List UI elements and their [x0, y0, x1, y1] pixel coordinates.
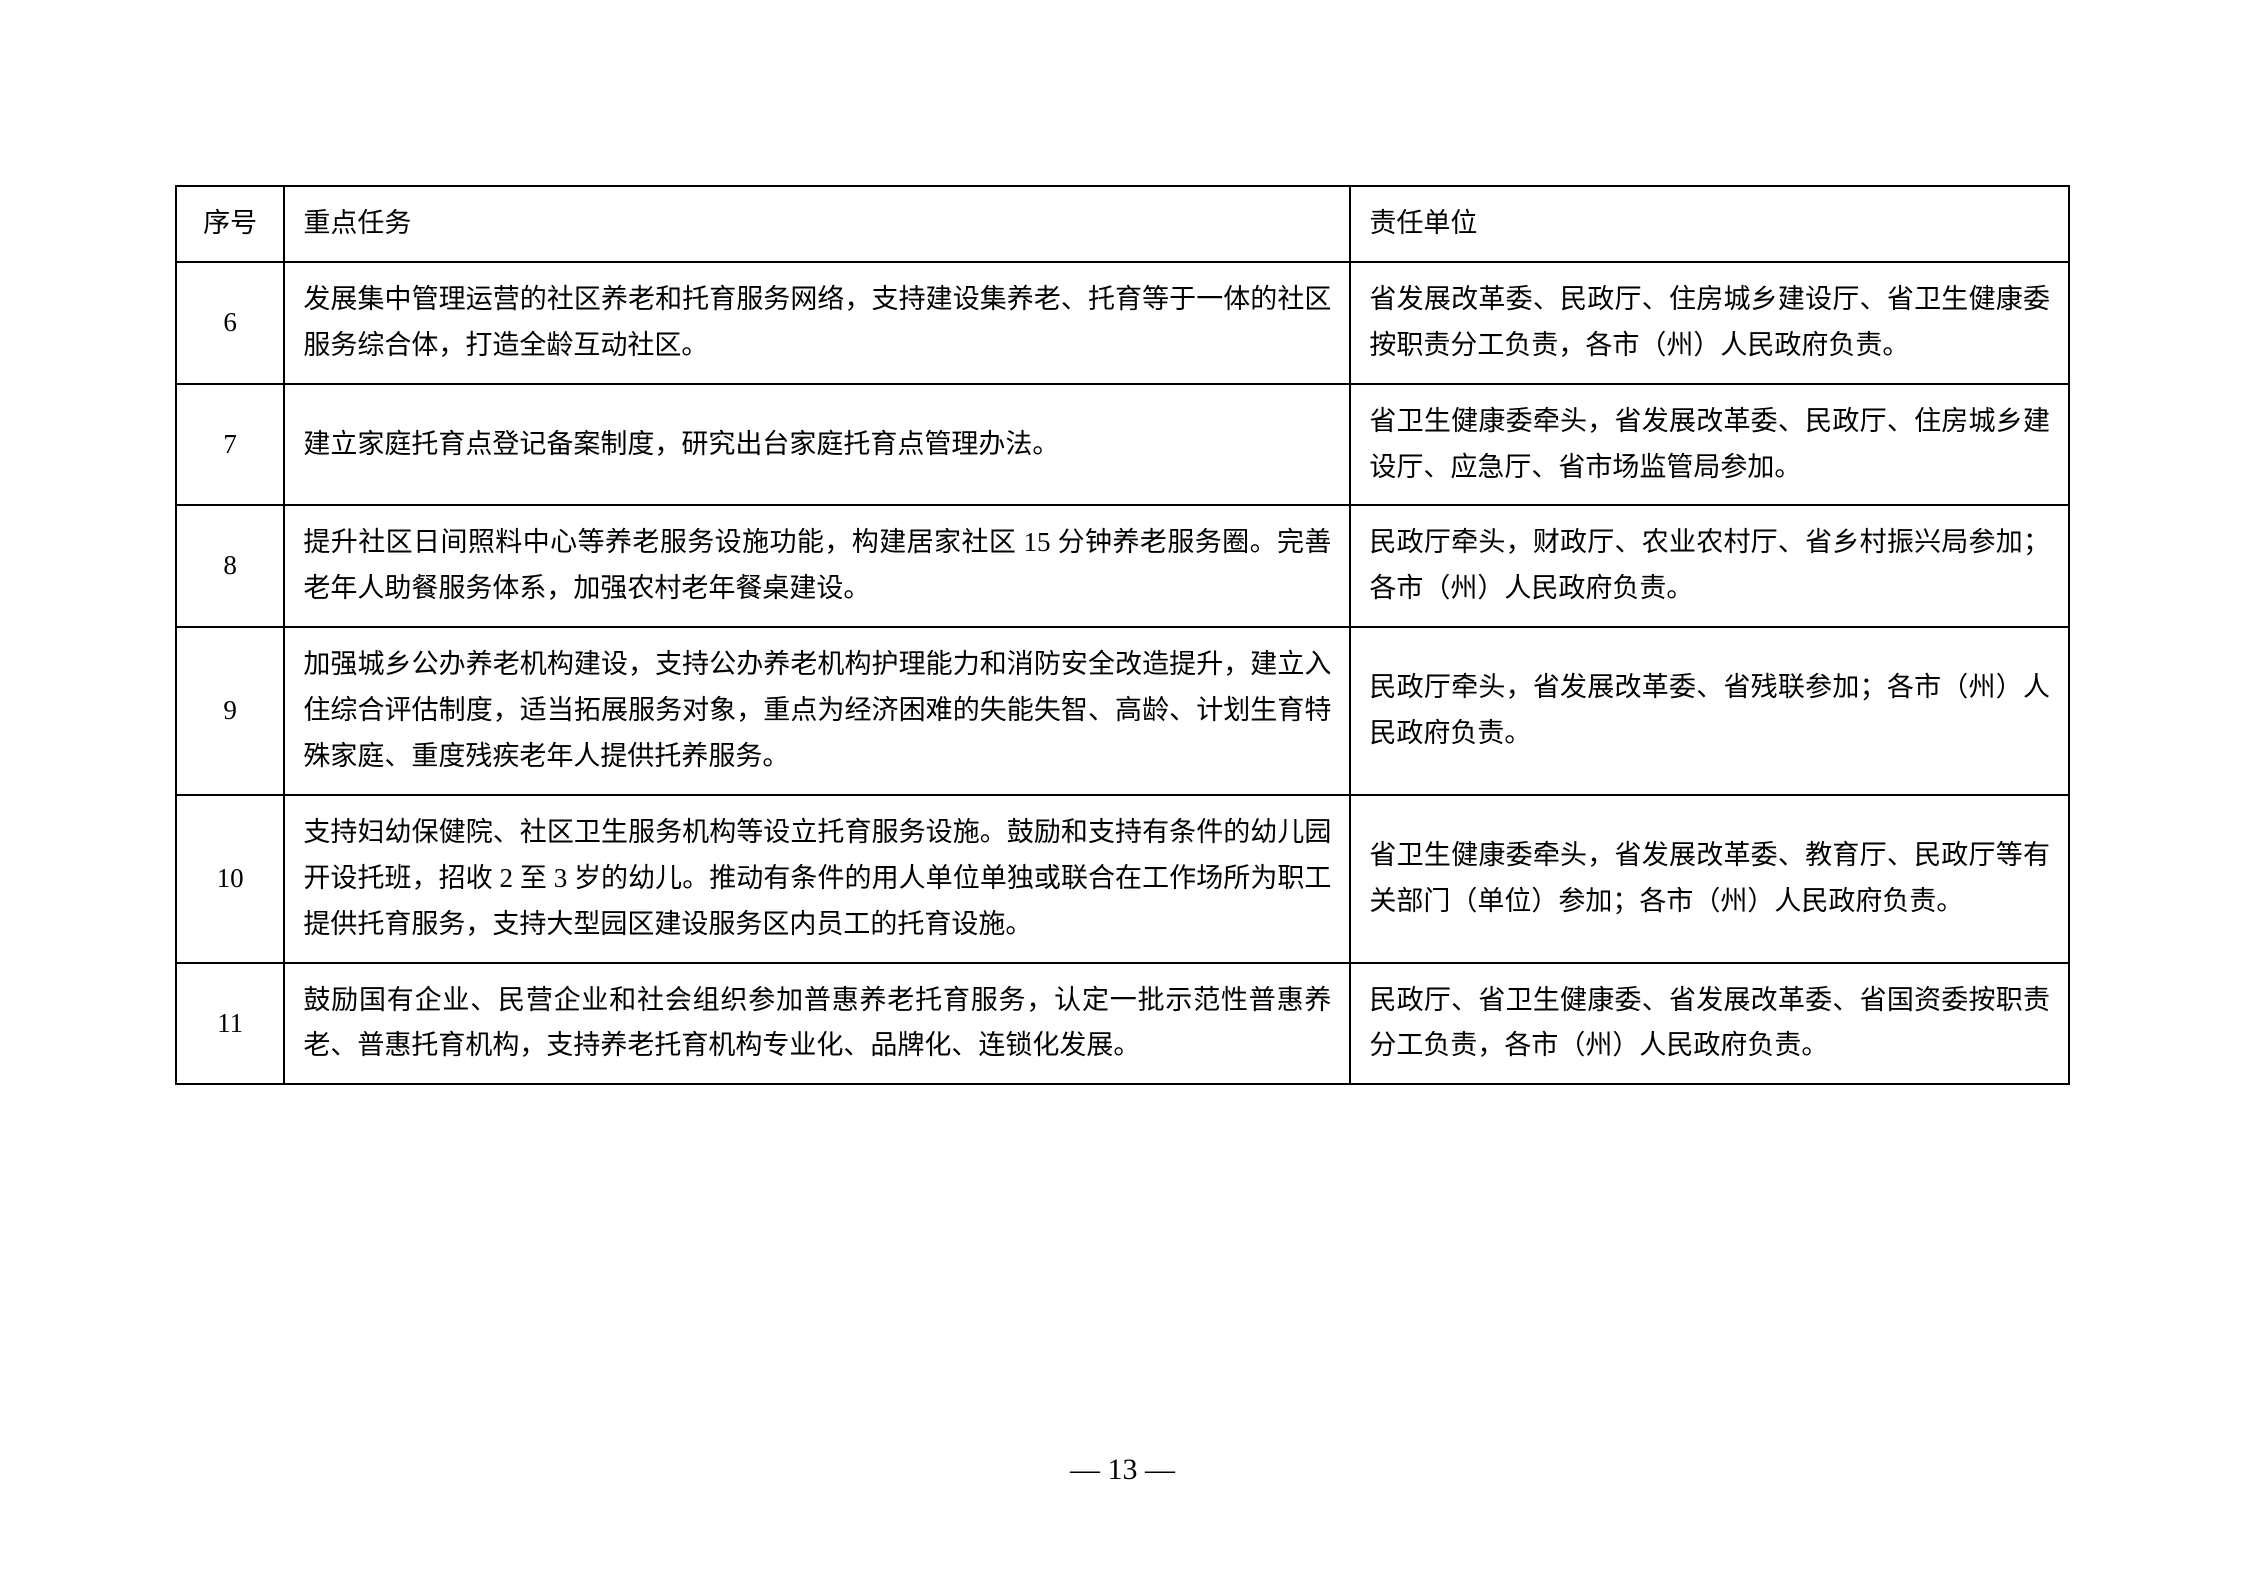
table-body: 6 发展集中管理运营的社区养老和托育服务网络，支持建设集养老、托育等于一体的社区…: [176, 262, 2069, 1084]
header-seq: 序号: [176, 186, 284, 262]
cell-task: 鼓励国有企业、民营企业和社会组织参加普惠养老托育服务，认定一批示范性普惠养老、普…: [284, 963, 1350, 1085]
header-task: 重点任务: [284, 186, 1350, 262]
cell-unit: 民政厅牵头，省发展改革委、省残联参加；各市（州）人民政府负责。: [1350, 627, 2069, 795]
cell-unit: 省发展改革委、民政厅、住房城乡建设厅、省卫生健康委按职责分工负责，各市（州）人民…: [1350, 262, 2069, 384]
cell-seq: 11: [176, 963, 284, 1085]
cell-task: 发展集中管理运营的社区养老和托育服务网络，支持建设集养老、托育等于一体的社区服务…: [284, 262, 1350, 384]
cell-seq: 10: [176, 795, 284, 963]
cell-unit: 省卫生健康委牵头，省发展改革委、民政厅、住房城乡建设厅、应急厅、省市场监管局参加…: [1350, 384, 2069, 506]
header-unit: 责任单位: [1350, 186, 2069, 262]
cell-task: 提升社区日间照料中心等养老服务设施功能，构建居家社区 15 分钟养老服务圈。完善…: [284, 505, 1350, 627]
cell-seq: 9: [176, 627, 284, 795]
table-row: 8 提升社区日间照料中心等养老服务设施功能，构建居家社区 15 分钟养老服务圈。…: [176, 505, 2069, 627]
table-row: 9 加强城乡公办养老机构建设，支持公办养老机构护理能力和消防安全改造提升，建立入…: [176, 627, 2069, 795]
cell-seq: 6: [176, 262, 284, 384]
tasks-table: 序号 重点任务 责任单位 6 发展集中管理运营的社区养老和托育服务网络，支持建设…: [175, 185, 2070, 1085]
cell-task: 支持妇幼保健院、社区卫生服务机构等设立托育服务设施。鼓励和支持有条件的幼儿园开设…: [284, 795, 1350, 963]
table-row: 6 发展集中管理运营的社区养老和托育服务网络，支持建设集养老、托育等于一体的社区…: [176, 262, 2069, 384]
cell-seq: 7: [176, 384, 284, 506]
table-header-row: 序号 重点任务 责任单位: [176, 186, 2069, 262]
cell-unit: 民政厅、省卫生健康委、省发展改革委、省国资委按职责分工负责，各市（州）人民政府负…: [1350, 963, 2069, 1085]
table-row: 10 支持妇幼保健院、社区卫生服务机构等设立托育服务设施。鼓励和支持有条件的幼儿…: [176, 795, 2069, 963]
table-row: 7 建立家庭托育点登记备案制度，研究出台家庭托育点管理办法。 省卫生健康委牵头，…: [176, 384, 2069, 506]
cell-unit: 省卫生健康委牵头，省发展改革委、教育厅、民政厅等有关部门（单位）参加；各市（州）…: [1350, 795, 2069, 963]
cell-task: 建立家庭托育点登记备案制度，研究出台家庭托育点管理办法。: [284, 384, 1350, 506]
table-row: 11 鼓励国有企业、民营企业和社会组织参加普惠养老托育服务，认定一批示范性普惠养…: [176, 963, 2069, 1085]
cell-task: 加强城乡公办养老机构建设，支持公办养老机构护理能力和消防安全改造提升，建立入住综…: [284, 627, 1350, 795]
page-container: 序号 重点任务 责任单位 6 发展集中管理运营的社区养老和托育服务网络，支持建设…: [0, 0, 2245, 1085]
cell-unit: 民政厅牵头，财政厅、农业农村厅、省乡村振兴局参加；各市（州）人民政府负责。: [1350, 505, 2069, 627]
cell-seq: 8: [176, 505, 284, 627]
page-number: — 13 —: [0, 1453, 2245, 1487]
